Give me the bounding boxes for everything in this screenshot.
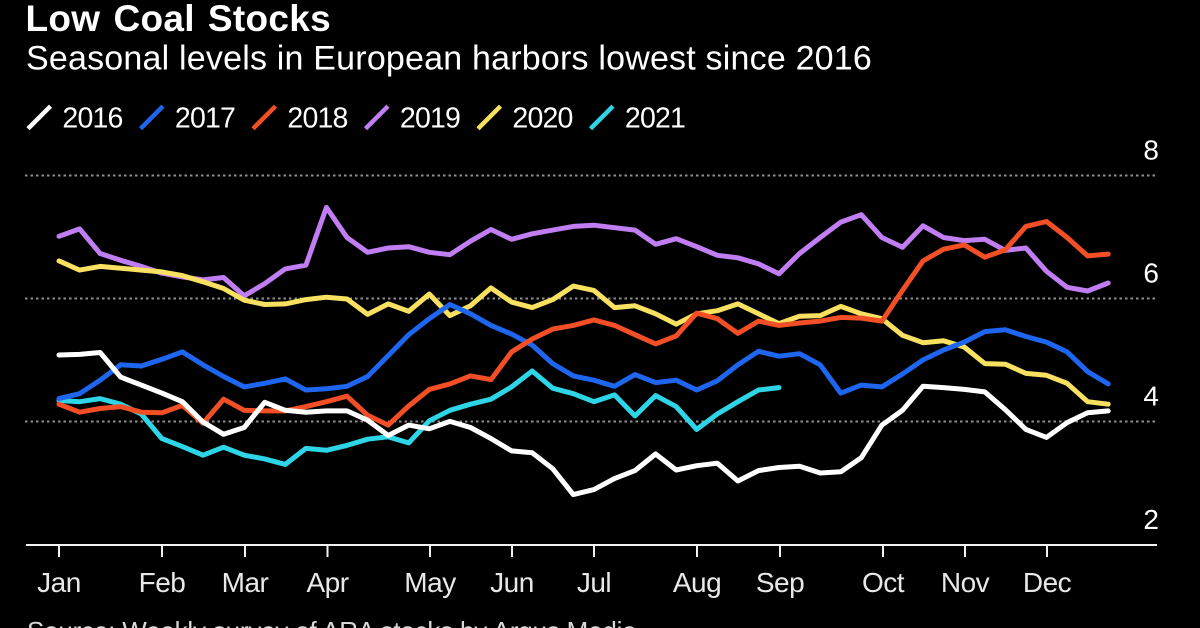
- svg-text:Apr: Apr: [306, 567, 348, 598]
- svg-text:2021: 2021: [625, 103, 685, 135]
- svg-text:Mar: Mar: [222, 567, 269, 598]
- svg-text:Jun: Jun: [490, 567, 534, 598]
- svg-text:8: 8: [1143, 135, 1159, 166]
- svg-text:Nov: Nov: [941, 567, 990, 598]
- svg-text:Oct: Oct: [862, 567, 905, 598]
- svg-text:2: 2: [1143, 504, 1159, 535]
- svg-text:6: 6: [1143, 258, 1159, 289]
- svg-text:Source: Weekly survey of ARA s: Source: Weekly survey of ARA stocks by A…: [27, 616, 637, 628]
- svg-text:2020: 2020: [512, 103, 572, 135]
- svg-text:Jul: Jul: [577, 567, 611, 598]
- svg-text:Seasonal levels in European ha: Seasonal levels in European harbors lowe…: [26, 40, 872, 78]
- svg-text:Jan: Jan: [37, 567, 81, 598]
- svg-text:Sep: Sep: [756, 567, 804, 598]
- svg-text:Dec: Dec: [1023, 567, 1072, 598]
- svg-text:Low Coal Stocks: Low Coal Stocks: [26, 0, 332, 39]
- svg-text:2019: 2019: [400, 103, 460, 135]
- svg-text:May: May: [404, 567, 456, 598]
- svg-text:2017: 2017: [175, 103, 235, 135]
- svg-text:2016: 2016: [62, 103, 122, 135]
- svg-text:4: 4: [1143, 381, 1159, 412]
- svg-text:2018: 2018: [287, 103, 347, 135]
- svg-text:Feb: Feb: [139, 567, 186, 598]
- svg-text:Aug: Aug: [673, 567, 721, 598]
